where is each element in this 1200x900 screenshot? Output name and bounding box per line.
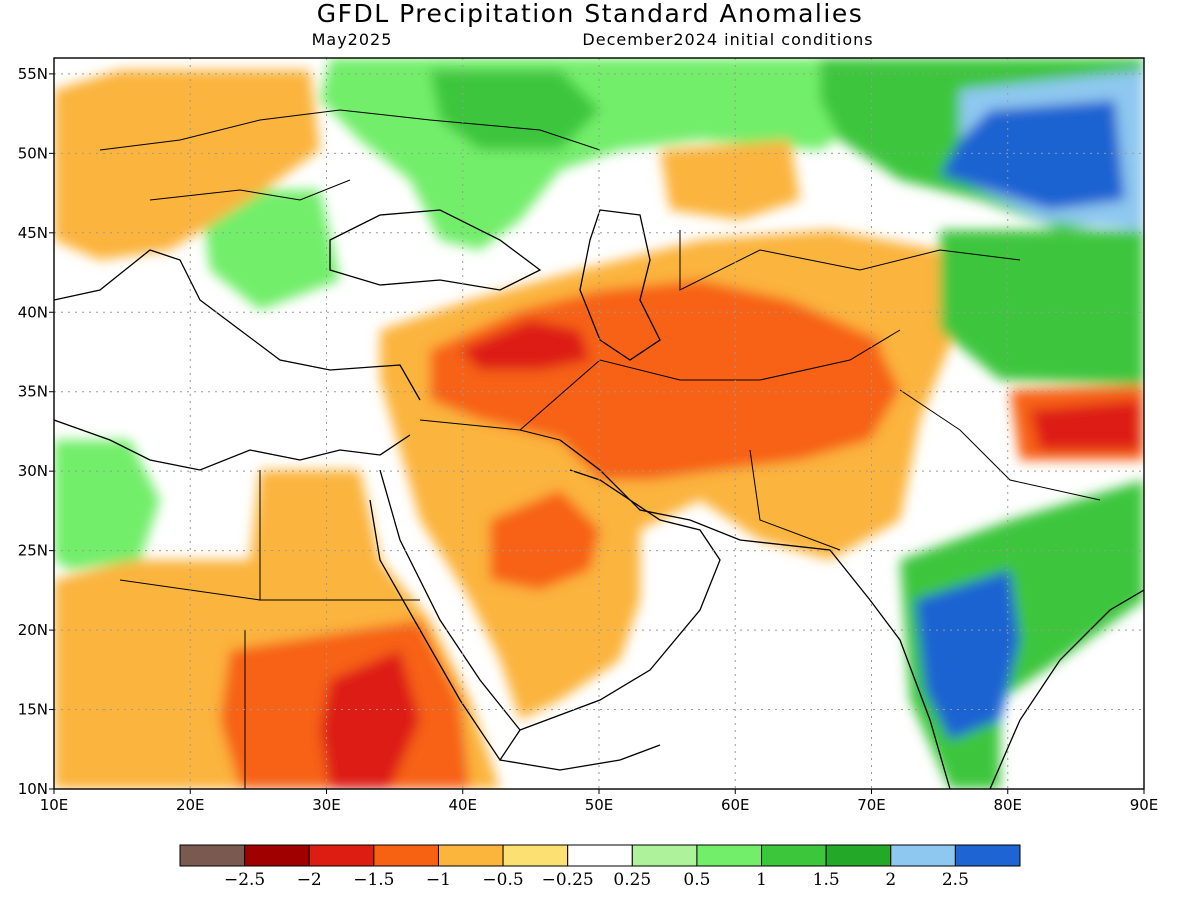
anomaly-area-dry-arabia [490,490,600,590]
colorbar-swatch [825,844,892,867]
colorbar-swatch [631,844,698,867]
colorbar-swatch [179,844,246,867]
anomaly-area-dry-turkey [460,320,590,370]
anomaly-area-very-wet-india [915,570,1020,740]
coast-persian-gulf [559,439,831,551]
anomaly-area-extreme-wet-siberia [940,100,1125,210]
y-tick-label: 45N [18,224,48,242]
coastlines [54,209,1144,789]
colorbar-swatch [244,844,310,867]
x-tick-label: 70E [857,796,886,814]
init-conditions-label: December2024 initial conditions [582,30,873,49]
coast-black-sea [329,209,542,291]
colorbar-label: −2.5 [224,870,265,890]
x-axis: 10E 20E 30E 40E 50E 60E 70E 80E 90E [40,789,1159,814]
y-tick-label: 15N [18,701,48,719]
y-tick-label: 55N [18,65,48,83]
x-tick-label: 90E [1130,796,1159,814]
x-tick-label: 80E [993,796,1022,814]
anomaly-area-wet-algeria [54,440,160,570]
coast-horn-africa [499,744,661,771]
anomaly-area-very-dry-tibet [1030,400,1140,450]
coast-mediterranean-south [54,419,411,471]
anomaly-area-wet-balkans [200,190,340,310]
map-panel [54,58,1144,789]
colorbar-swatch [373,844,439,867]
x-tick-label: 10E [40,796,69,814]
colorbar-label: 2.5 [942,870,969,890]
colorbar-label: −0.25 [542,870,594,890]
x-tick-label: 40E [448,796,477,814]
colorbar-label: −2 [297,870,322,890]
colorbar-legend: −2.5 −2 −1.5 −1 −0.5 −0.25 0.25 0.5 1 1.5 2 2.5 [179,844,1021,890]
colorbar-swatch [308,844,375,867]
x-tick-label: 60E [721,796,750,814]
colorbar-swatch [502,844,569,867]
colorbar-swatch [567,844,633,867]
x-tick-label: 50E [585,796,614,814]
colorbar-label: −1 [426,870,451,890]
colorbar-swatch [761,844,827,867]
y-tick-label: 30N [18,462,48,480]
colorbar-label: 1.5 [813,870,840,890]
coast-arabia [519,469,721,731]
valid-month-label: May2025 [312,30,393,49]
colorbar-swatch [890,844,956,867]
anomaly-area-very-dry-sudan [320,650,420,789]
y-tick-label: 35N [18,383,48,401]
y-tick-label: 10N [18,780,48,798]
y-axis: 10N 15N 20N 25N 30N 35N 40N 45N 50N 55N [18,65,54,798]
y-tick-label: 40N [18,303,48,321]
colorbar-label: 0.5 [683,870,710,890]
coast-mediterranean-north [54,249,421,401]
coast-red-sea [369,469,521,762]
x-tick-label: 30E [312,796,341,814]
colorbar-swatch [437,844,504,867]
anomaly-area-wet-himalaya [940,230,1144,385]
coast-india [829,549,1144,789]
x-tick-label: 20E [176,796,205,814]
colorbar-swatch [696,844,763,867]
anomaly-area-dry-afghanistan [750,350,900,460]
anomaly-area-wet-ukraine [430,70,600,150]
gridlines [54,58,1144,789]
border-south-asia [749,389,1101,551]
border-middle-east [419,329,901,441]
map-title: GFDL Precipitation Standard Anomalies [317,0,863,28]
y-tick-label: 25N [18,542,48,560]
border-europe [99,109,601,201]
colorbar-label: 1 [756,870,767,890]
colorbar-swatch [954,844,1021,867]
anomaly-area-dry-kazakhstan [660,140,800,220]
border-central-asia [679,230,1021,291]
colorbar-label: −0.5 [482,870,523,890]
colorbar-label: 2 [885,870,896,890]
y-tick-label: 20N [18,621,48,639]
colorbar-label: 0.25 [613,870,651,890]
y-tick-label: 50N [18,144,48,162]
anomaly-area-dry-europe [54,70,320,260]
coast-caspian-sea [579,209,661,361]
anomaly-fields [54,58,1144,789]
colorbar-label: −1.5 [353,870,394,890]
